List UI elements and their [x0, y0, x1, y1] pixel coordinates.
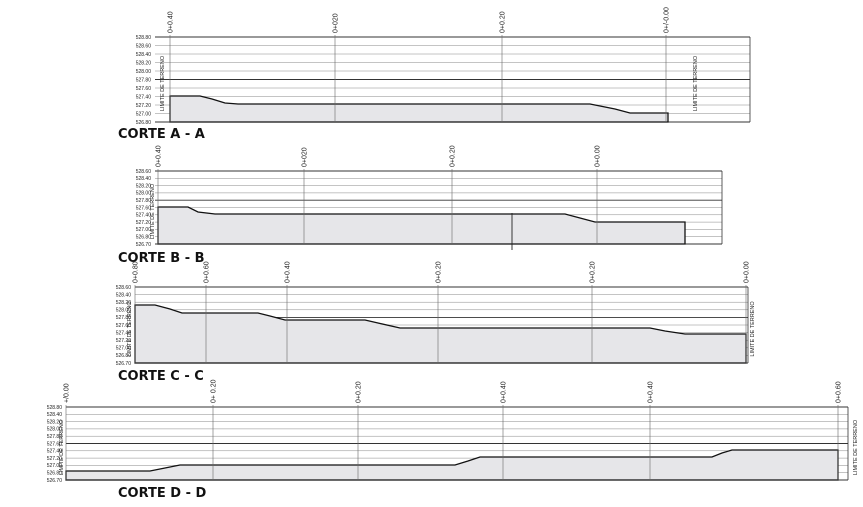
elevation-label: 528.40 — [116, 292, 132, 298]
station-label: 0+0.20 — [590, 261, 597, 283]
station-label: 0+0.40 — [168, 11, 175, 33]
elevation-label: 528.20 — [136, 183, 152, 189]
station-label: +/0.00 — [64, 383, 71, 403]
elevation-label: 528.80 — [47, 405, 63, 411]
elevation-label: 528.60 — [136, 169, 152, 175]
elevation-label: 527.20 — [47, 456, 63, 462]
limite-terreno-right: LIMITE DE TERRENO — [693, 55, 699, 111]
elevation-label: 526.70 — [136, 242, 152, 248]
elevation-label: 527.60 — [116, 323, 132, 329]
elevation-label: 527.60 — [47, 441, 63, 447]
terrain-profile — [65, 449, 839, 481]
limite-terreno-left: LIMITE DE TERRENO — [59, 419, 65, 475]
elevation-label: 527.60 — [136, 86, 152, 92]
limite-terreno-left: LIMITE DE TERRENO — [127, 301, 133, 357]
elevation-label: 528.80 — [136, 35, 152, 41]
elevation-label: 527.80 — [136, 77, 152, 83]
station-label: 0+0.20 — [500, 11, 507, 33]
elevation-label: 527.00 — [136, 227, 152, 233]
elevation-label: 528.60 — [116, 285, 132, 291]
station-label: 0+0.20 — [450, 145, 457, 167]
elevation-label: 528.00 — [116, 308, 132, 314]
elevation-label: 526.70 — [116, 361, 132, 367]
limite-terreno-right: LIMITE DE TERRENO — [853, 419, 859, 475]
elevation-label: 527.40 — [116, 330, 132, 336]
section-title: CORTE B - B — [118, 251, 205, 266]
elevation-label: 527.20 — [136, 220, 152, 226]
section-title: CORTE A - A — [118, 127, 205, 142]
elevation-label: 528.40 — [136, 52, 152, 58]
station-label: 0+0.80 — [133, 261, 140, 283]
elevation-label: 528.20 — [47, 419, 63, 425]
station-label: 0+0.40 — [501, 381, 508, 403]
station-label: 0+0.00 — [595, 145, 602, 167]
elevation-label: 526.70 — [47, 478, 63, 484]
elevation-label: 528.20 — [116, 300, 132, 306]
elevation-label: 527.40 — [47, 449, 63, 455]
limite-terreno-left: LIMITE DE TERRENO — [160, 55, 166, 111]
station-label: 0+0.20 — [436, 261, 443, 283]
elevation-label: 527.20 — [136, 103, 152, 109]
elevation-label: 527.00 — [47, 463, 63, 469]
limite-terreno-right: LIMITE DE TERRENO — [750, 301, 756, 357]
station-label: 0+0.40 — [156, 145, 163, 167]
elevation-label: 526.80 — [136, 120, 152, 126]
elevation-label: 528.00 — [136, 69, 152, 75]
elevation-label: 528.20 — [136, 60, 152, 66]
station-label: 0+0.60 — [836, 381, 843, 403]
cross-section-corte: 528.60528.40528.20528.00527.80527.60527.… — [116, 261, 756, 384]
elevation-label: 528.00 — [136, 191, 152, 197]
elevation-label: 527.40 — [136, 94, 152, 100]
limite-terreno-left: LIMITE DE TERRENO — [150, 183, 156, 239]
section-title: CORTE C - C — [118, 369, 204, 384]
terrain-profile — [157, 206, 686, 245]
station-label: 0+020 — [302, 147, 309, 167]
station-label: 0+0.40 — [648, 381, 655, 403]
station-label: 0+ 0.20 — [211, 379, 218, 403]
elevation-label: 526.80 — [116, 353, 132, 359]
station-label: 0+0.00 — [744, 261, 751, 283]
elevation-label: 528.40 — [47, 412, 63, 418]
station-label: 0+/-0.00 — [664, 7, 671, 33]
station-label: 0+0.60 — [204, 261, 211, 283]
elevation-label: 527.80 — [47, 434, 63, 440]
elevation-label: 527.60 — [136, 205, 152, 211]
elevation-label: 527.80 — [136, 198, 152, 204]
elevation-label: 528.60 — [136, 43, 152, 49]
elevation-label: 527.00 — [116, 346, 132, 352]
terrain-profile — [169, 95, 669, 123]
elevation-label: 528.40 — [136, 176, 152, 182]
elevation-label: 527.40 — [136, 213, 152, 219]
terrain-profile — [134, 304, 747, 364]
cross-section-corte: 528.80 528.60 528.40 528.20 528.00 527.80 527.… — [118, 7, 751, 142]
elevation-label: 526.80 — [136, 235, 152, 241]
elevation-label: 528.00 — [47, 427, 63, 433]
station-label: 0+0.40 — [285, 261, 292, 283]
elevation-label: 527.00 — [136, 111, 152, 117]
station-label: 0+020 — [333, 13, 340, 33]
section-title: CORTE D - D — [118, 486, 207, 501]
elevation-label: 527.80 — [116, 315, 132, 321]
elevation-label: 527.20 — [116, 338, 132, 344]
elevation-label: 526.80 — [47, 471, 63, 477]
station-label: 0+0.20 — [356, 381, 363, 403]
